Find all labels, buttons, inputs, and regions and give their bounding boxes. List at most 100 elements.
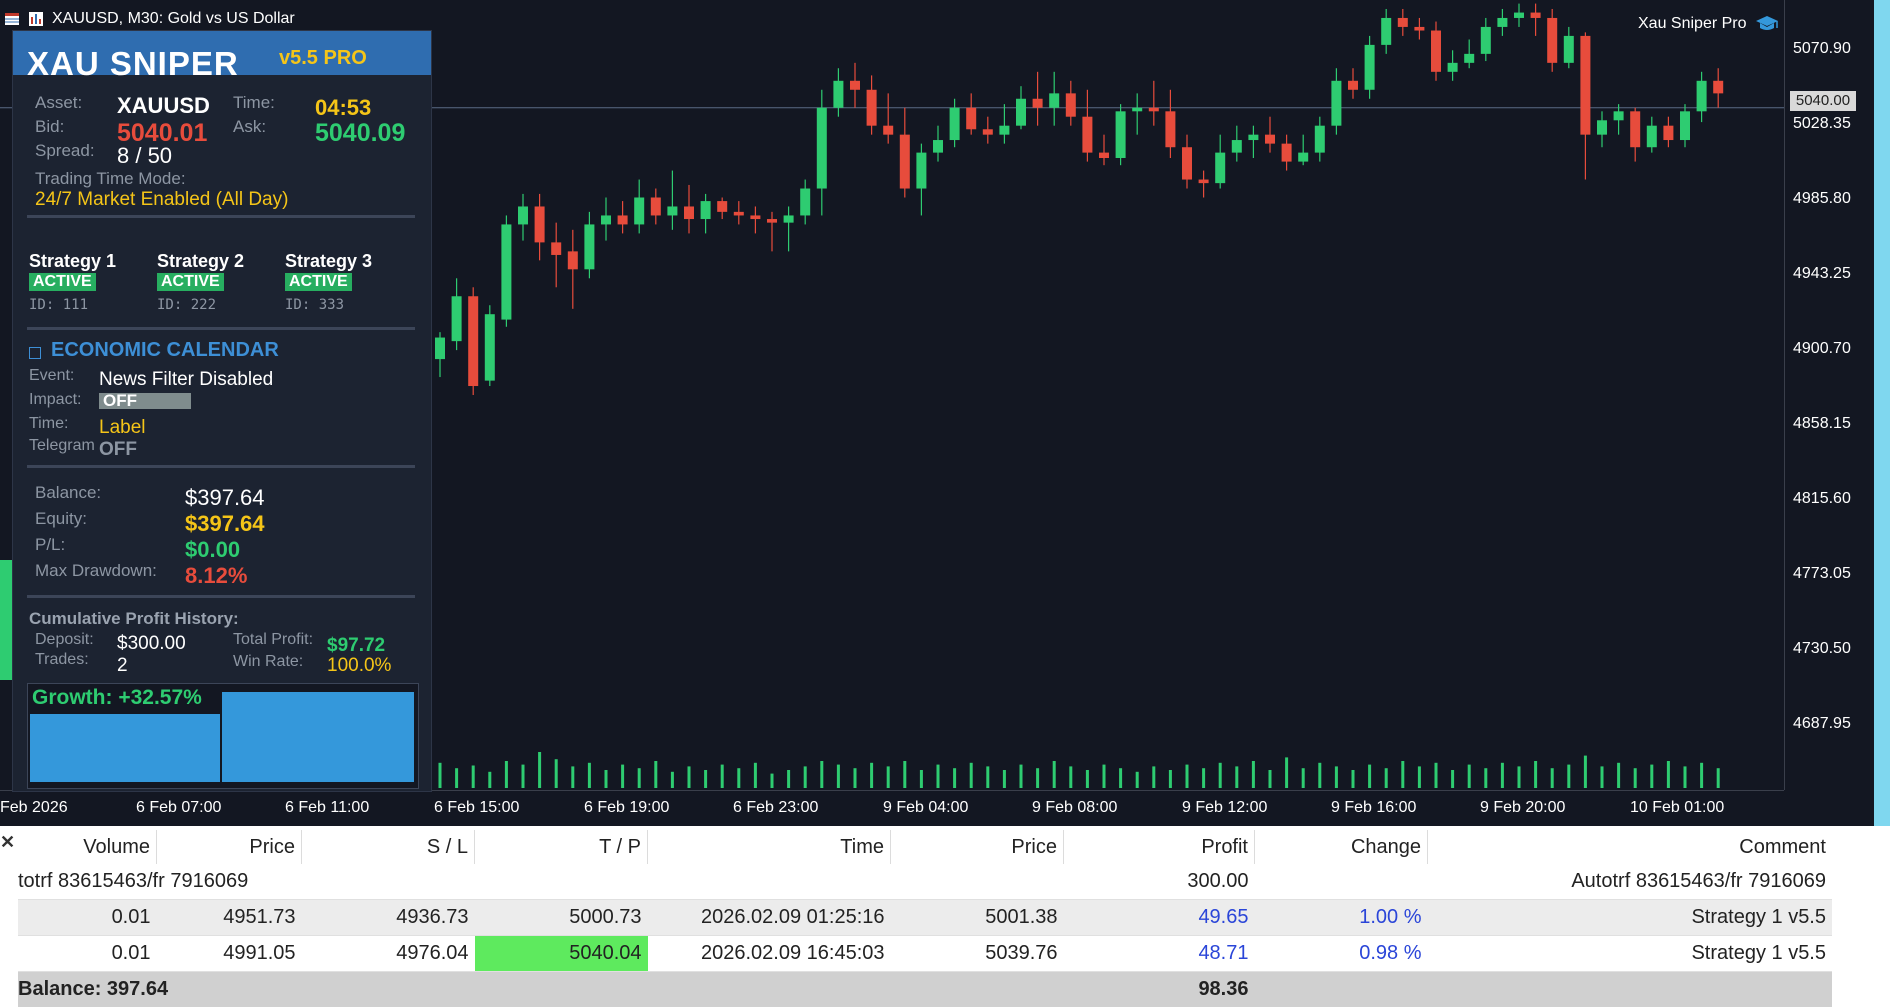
deposit-comment: Autotrf 83615463/fr 7916069	[1428, 864, 1833, 900]
volume-bar	[1036, 768, 1039, 788]
time-tick: 9 Feb 04:00	[883, 799, 968, 817]
price-tick: 4858.15	[1793, 415, 1851, 433]
table-row[interactable]: 0.01 4951.73 4936.73 5000.73 2026.02.09 …	[18, 900, 1832, 936]
balance-summary: Balance: 397.64	[18, 972, 891, 1007]
candle-body	[551, 242, 561, 255]
candle-body	[734, 212, 744, 216]
mode-label: Trading Time Mode:	[35, 169, 186, 189]
candle-body	[900, 135, 910, 189]
candle-body	[1182, 147, 1192, 179]
growth-label: Growth: +32.57%	[32, 686, 202, 710]
volume-bar	[1186, 765, 1189, 788]
column-header[interactable]: Comment	[1428, 830, 1833, 864]
candle-body	[1398, 18, 1408, 27]
column-header[interactable]: Price	[157, 830, 302, 864]
candle-body	[1116, 111, 1126, 158]
column-header[interactable]: Price	[891, 830, 1064, 864]
candle-body	[1331, 81, 1341, 126]
table-cell	[1255, 972, 1428, 1007]
strategy-2-status[interactable]: ACTIVE	[157, 273, 224, 291]
column-header[interactable]: Time	[648, 830, 891, 864]
balance-row: Balance: 397.64 98.36	[18, 972, 1832, 1007]
candle-body	[1630, 111, 1640, 147]
candle-body	[916, 153, 926, 189]
window-title-bar: XAUUSD, M30: Gold vs US Dollar	[4, 10, 295, 28]
table-row[interactable]: 0.01 4991.05 4976.04 5040.04 2026.02.09 …	[18, 936, 1832, 972]
panel-header: XAU SNIPER v5.5 PRO	[13, 31, 431, 75]
change-cell: 1.00 %	[1255, 900, 1428, 936]
deposit-amount: 300.00	[1064, 864, 1255, 900]
volume-bar	[854, 768, 857, 788]
xau-sniper-panel[interactable]: XAU SNIPER v5.5 PRO Asset: XAUUSD Time: …	[12, 30, 432, 792]
time-tick: 6 Feb 07:00	[136, 799, 221, 817]
table-cell	[648, 864, 891, 900]
chart-area[interactable]: XAUUSD, M30: Gold vs US Dollar Xau Snipe…	[0, 0, 1890, 826]
price-tick: 5070.90	[1793, 40, 1851, 58]
deposit-description: totrf 83615463/fr 7916069	[18, 864, 648, 900]
volume-bar	[522, 765, 525, 788]
candle-body	[1647, 126, 1657, 148]
volume-bar	[1435, 763, 1438, 788]
calendar-checkbox-icon[interactable]	[29, 347, 41, 359]
volume-cell: 0.01	[18, 936, 157, 972]
divider	[27, 595, 415, 598]
strategy-1-status[interactable]: ACTIVE	[29, 273, 96, 291]
volume-bar	[870, 763, 873, 788]
volume-bar	[588, 763, 591, 788]
table-icon[interactable]	[4, 11, 20, 27]
candle-body	[1697, 81, 1707, 112]
close-icon[interactable]: ✕	[0, 832, 15, 853]
bid-label: Bid:	[35, 117, 64, 137]
asset-label: Asset:	[35, 93, 82, 113]
history-title: Cumulative Profit History:	[29, 609, 239, 629]
volume-bar	[986, 766, 989, 788]
column-header[interactable]: Volume	[18, 830, 157, 864]
candle-body	[1082, 117, 1092, 153]
strategy-3-status[interactable]: ACTIVE	[285, 273, 352, 291]
volume-bar	[1003, 770, 1006, 788]
chart-window-icon	[28, 11, 44, 27]
column-header[interactable]: S / L	[302, 830, 475, 864]
time-tick: 9 Feb 12:00	[1182, 799, 1267, 817]
volume-bar	[455, 768, 458, 788]
candle-body	[1481, 27, 1491, 54]
volume-bar	[804, 766, 807, 788]
equity-label: Equity:	[35, 509, 87, 529]
pl-label: P/L:	[35, 535, 65, 555]
table-cell	[1428, 972, 1833, 1007]
volume-bar	[1136, 772, 1139, 788]
candle-body	[1215, 153, 1225, 184]
table-row[interactable]: totrf 83615463/fr 7916069 300.00 Autotrf…	[18, 864, 1832, 900]
candle-body	[1564, 36, 1574, 63]
candle-body	[933, 140, 943, 153]
graduation-cap-icon[interactable]	[1755, 14, 1779, 34]
candle-body	[767, 219, 777, 223]
trades-label: Trades:	[35, 651, 89, 669]
volume-cell: 0.01	[18, 900, 157, 936]
column-header[interactable]: Change	[1255, 830, 1428, 864]
volume-bar	[1352, 770, 1355, 788]
volume-bar	[937, 765, 940, 788]
price-tick: 4943.25	[1793, 265, 1851, 283]
strategy-1-id: ID: 111	[29, 297, 88, 313]
candle-body	[833, 81, 843, 108]
price-tick: 4773.05	[1793, 565, 1851, 583]
volume-bar	[1069, 766, 1072, 788]
time-axis[interactable]: Feb 2026 6 Feb 07:00 6 Feb 11:00 6 Feb 1…	[0, 790, 1784, 826]
left-edge-bar	[0, 560, 12, 680]
table-cell	[891, 864, 1064, 900]
candle-body	[1049, 93, 1059, 107]
time-tick: Feb 2026	[0, 799, 68, 817]
column-header[interactable]: Profit	[1064, 830, 1255, 864]
time-tick: 9 Feb 16:00	[1331, 799, 1416, 817]
candle-body	[1414, 27, 1424, 31]
volume-bar	[887, 766, 890, 788]
terminal-history-table[interactable]: ✕ Volume Price S / L T / P Time Price Pr…	[0, 826, 1890, 1006]
candle-body	[1315, 126, 1325, 153]
column-header[interactable]: T / P	[475, 830, 648, 864]
candle-body	[784, 215, 794, 222]
volume-bar	[1650, 765, 1653, 788]
profit-cell: 49.65	[1064, 900, 1255, 936]
volume-bar	[1451, 770, 1454, 788]
volume-bar	[1418, 766, 1421, 788]
